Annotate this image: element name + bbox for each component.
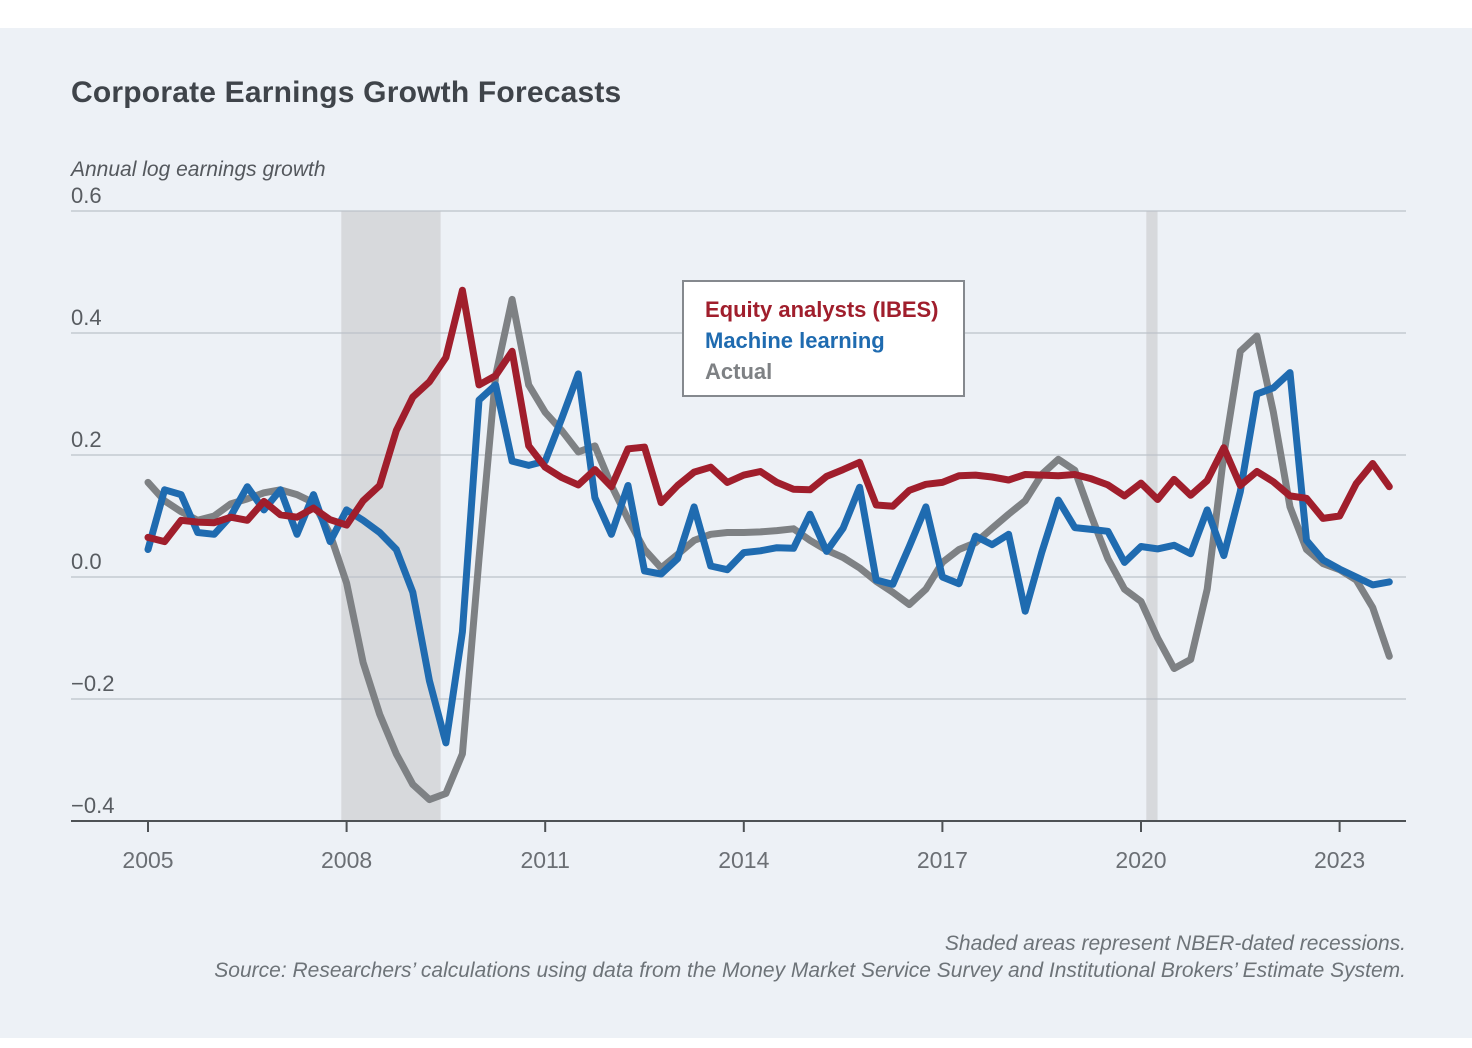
series-line-actual: [144, 295, 1393, 804]
caption-source-note: Source: Researchers’ calculations using …: [214, 959, 1406, 982]
y-tick-label: −0.2: [71, 671, 114, 696]
x-tick-label: 2014: [718, 847, 769, 873]
chart-legend: Equity analysts (IBES) Machine learning …: [682, 280, 965, 397]
x-tick-label: 2017: [917, 847, 968, 873]
caption-recessions-note: Shaded areas represent NBER-dated recess…: [944, 932, 1406, 955]
x-tick-label: 2005: [122, 847, 173, 873]
y-tick-label: 0.4: [71, 305, 102, 330]
y-tick-label: 0.2: [71, 427, 102, 452]
top-white-bar: [0, 0, 1472, 28]
x-tick-label: 2023: [1314, 847, 1365, 873]
legend-item-equity-analysts: Equity analysts (IBES): [705, 297, 939, 322]
x-tick-label: 2020: [1115, 847, 1166, 873]
series-line-equity-analysts-ibes: [144, 286, 1393, 546]
bottom-white-bar: [0, 1038, 1472, 1048]
chart-title: Corporate Earnings Growth Forecasts: [71, 76, 622, 110]
y-tick-label: 0.6: [71, 183, 102, 208]
legend-item-actual: Actual: [705, 359, 773, 384]
y-tick-label: −0.4: [71, 793, 114, 818]
x-tick-label: 2008: [321, 847, 372, 873]
x-tick-label: 2011: [520, 847, 569, 873]
recession-band: [1146, 211, 1158, 821]
caption-block: Shaded areas represent NBER-dated recess…: [214, 930, 1406, 984]
y-axis-title: Annual log earnings growth: [71, 158, 326, 181]
y-tick-label: 0.0: [71, 549, 102, 574]
series-line-machine-learning: [144, 369, 1393, 747]
legend-item-machine-learning: Machine learning: [705, 328, 885, 353]
